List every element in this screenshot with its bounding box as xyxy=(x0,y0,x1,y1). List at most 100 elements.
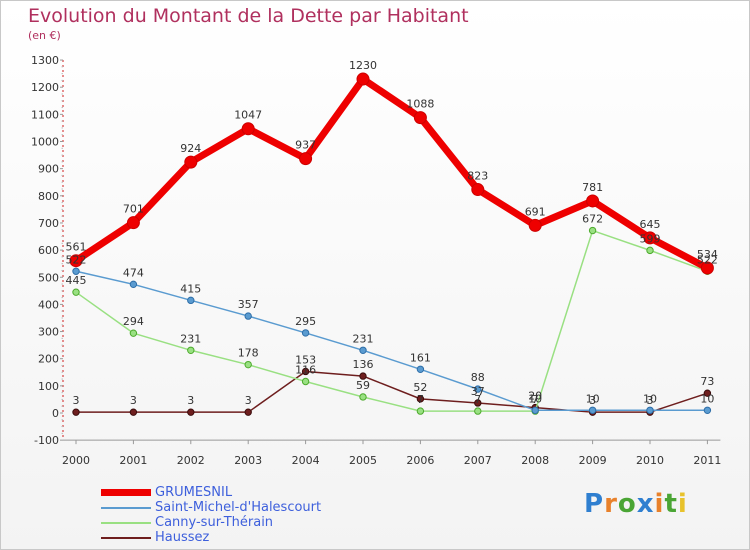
y-tick-label: 600 xyxy=(38,244,59,257)
x-tick-label: 2006 xyxy=(406,454,434,467)
data-point xyxy=(69,254,83,268)
data-label: 672 xyxy=(582,213,603,226)
legend-item: GRUMESNIL xyxy=(101,485,321,500)
data-label: 474 xyxy=(123,266,144,279)
logo-letter: o xyxy=(617,489,637,519)
data-label: 10 xyxy=(700,392,714,405)
data-label: 294 xyxy=(123,315,144,328)
data-label: 3 xyxy=(73,394,80,407)
y-tick-label: 1300 xyxy=(31,54,59,67)
x-tick-label: 2008 xyxy=(521,454,549,467)
x-tick-label: 2003 xyxy=(234,454,262,467)
y-tick-label: 900 xyxy=(38,163,59,176)
y-tick-label: -100 xyxy=(34,434,59,447)
y-tick-label: 400 xyxy=(38,298,59,311)
data-label: 3 xyxy=(589,394,596,407)
data-label: 73 xyxy=(700,375,714,388)
y-tick-label: 0 xyxy=(52,407,59,420)
series-line-1 xyxy=(75,270,708,412)
data-point xyxy=(646,246,654,255)
data-label: 7 xyxy=(474,393,481,406)
data-label: 136 xyxy=(353,358,374,371)
data-point xyxy=(413,111,427,125)
data-label: 645 xyxy=(640,218,661,231)
y-tick-label: 1200 xyxy=(31,81,59,94)
data-point xyxy=(646,406,654,414)
legend-swatch xyxy=(101,489,151,496)
data-label: 59 xyxy=(356,379,370,392)
y-tick-label: 100 xyxy=(38,380,59,393)
data-point xyxy=(703,389,712,397)
data-point xyxy=(531,406,539,414)
legend-item: Canny-sur-Thérain xyxy=(101,515,321,530)
data-label: 924 xyxy=(180,142,201,155)
legend-item: Saint-Michel-d'Halescourt xyxy=(101,500,321,515)
data-label: 701 xyxy=(123,203,144,216)
data-point xyxy=(474,385,482,393)
data-point xyxy=(184,155,198,169)
data-label: 3 xyxy=(130,394,137,407)
data-point xyxy=(588,226,597,235)
x-tick-label: 2005 xyxy=(349,454,377,467)
x-tick-label: 2000 xyxy=(62,454,90,467)
logo-letter: x xyxy=(636,489,655,519)
x-tick-label: 2007 xyxy=(464,454,492,467)
logo-letter: i xyxy=(654,489,665,519)
logo-letter: t xyxy=(664,489,678,519)
data-label: 10 xyxy=(643,392,657,405)
data-label: 10 xyxy=(586,392,600,405)
series-line-3 xyxy=(76,370,708,413)
y-tick-label: 500 xyxy=(38,271,59,284)
legend-item: Haussez xyxy=(101,530,321,545)
data-label: 153 xyxy=(295,353,316,366)
y-tick-label: 1000 xyxy=(31,136,59,149)
y-tick-label: 1100 xyxy=(31,108,59,121)
data-point xyxy=(528,218,542,232)
y-tick-label: 800 xyxy=(38,190,59,203)
data-point xyxy=(72,288,80,296)
data-point xyxy=(359,372,367,380)
legend-swatch xyxy=(101,506,151,509)
data-label: 161 xyxy=(410,351,431,364)
data-point xyxy=(129,329,138,337)
data-point xyxy=(129,408,138,416)
series-line-0 xyxy=(74,75,710,272)
data-point xyxy=(72,267,80,275)
data-label: 1230 xyxy=(349,59,377,72)
x-tick-label: 2001 xyxy=(119,454,147,467)
chart-legend: GRUMESNIL Saint-Michel-d'Halescourt Canny-… xyxy=(101,485,321,545)
data-point xyxy=(187,346,195,354)
logo-letter: P xyxy=(584,489,605,519)
data-label: 20 xyxy=(528,390,542,403)
data-label: 781 xyxy=(582,181,603,194)
data-label: 88 xyxy=(471,371,485,384)
data-label: 3 xyxy=(187,394,194,407)
legend-swatch xyxy=(101,521,151,524)
data-label: 1088 xyxy=(406,98,434,111)
data-label: 231 xyxy=(353,332,374,345)
data-point xyxy=(129,280,138,289)
data-label: 561 xyxy=(66,241,87,254)
data-point xyxy=(301,367,310,376)
data-point xyxy=(72,408,80,416)
data-label: 522 xyxy=(66,253,87,266)
series-line-2 xyxy=(75,229,708,412)
data-label: 445 xyxy=(66,274,87,287)
chart-title: Evolution du Montant de la Dette par Hab… xyxy=(28,5,469,27)
legend-label: Canny-sur-Thérain xyxy=(155,515,274,530)
data-point xyxy=(588,406,597,414)
data-point xyxy=(126,216,140,230)
data-point xyxy=(301,329,310,337)
data-label: 52 xyxy=(413,381,427,394)
legend-label: GRUMESNIL xyxy=(155,485,233,500)
x-tick-label: 2009 xyxy=(579,454,607,467)
data-point xyxy=(187,408,195,416)
logo-letter: i xyxy=(677,489,688,519)
x-tick-label: 2011 xyxy=(693,454,721,467)
data-label: 295 xyxy=(295,315,316,328)
data-point xyxy=(244,360,252,369)
proxiti-logo: Proxiti xyxy=(584,489,688,519)
data-label: 7 xyxy=(417,393,424,406)
data-point xyxy=(299,152,313,166)
